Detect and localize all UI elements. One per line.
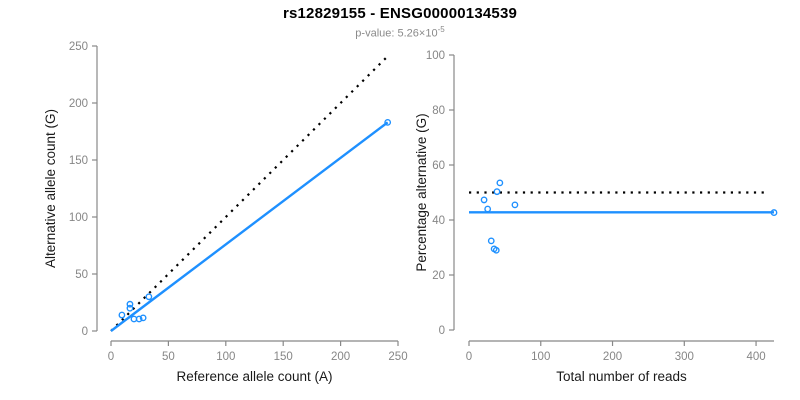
data-point — [480, 196, 488, 204]
x-tick-label: 100 — [216, 351, 235, 363]
chart-title: rs12829155 - ENSG00000134539 — [282, 5, 518, 22]
x-tick-label: 200 — [331, 351, 350, 363]
chart-subtitle: p-value: 5.26×10-5 — [0, 25, 800, 40]
x-tick-label: 0 — [108, 351, 114, 363]
data-point — [484, 205, 492, 213]
y-tick-label: 80 — [432, 105, 445, 117]
pvalue-text: p-value: 5.26×10 — [355, 27, 438, 40]
data-point — [126, 300, 134, 308]
data-point — [135, 315, 143, 323]
x-axis-title: Total number of reads — [556, 369, 687, 384]
y-tick-label: 200 — [69, 98, 88, 110]
x-tick-label: 250 — [388, 351, 407, 363]
data-point — [118, 311, 126, 319]
data-point — [126, 304, 134, 312]
y-tick-label: 150 — [69, 155, 88, 167]
y-tick-label: 0 — [439, 325, 445, 337]
data-point — [492, 246, 500, 254]
x-tick-label: 200 — [603, 351, 622, 363]
chart-header: rs12829155 - ENSG00000134539 p-value: 5.… — [0, 5, 800, 40]
identity-line — [110, 56, 388, 332]
y-tick-label: 50 — [75, 269, 88, 281]
y-tick-label: 100 — [426, 50, 445, 62]
data-point — [384, 118, 392, 126]
y-tick-label: 250 — [69, 41, 88, 53]
data-point — [496, 179, 504, 187]
x-tick-label: 150 — [274, 351, 293, 363]
data-point — [139, 314, 147, 322]
pvalue-exponent: -5 — [437, 25, 445, 34]
x-tick-label: 100 — [531, 351, 550, 363]
x-tick-label: 0 — [466, 351, 472, 363]
y-axis-title: Alternative allele count (G) — [43, 109, 58, 268]
y-tick-label: 20 — [432, 270, 445, 282]
y-tick-label: 40 — [432, 215, 445, 227]
y-axis-title: Percentage alternative (G) — [414, 113, 429, 271]
x-tick-label: 300 — [675, 351, 694, 363]
y-tick-label: 0 — [82, 326, 88, 338]
data-point — [493, 188, 501, 196]
x-axis-title: Reference allele count (A) — [176, 369, 332, 384]
data-point — [511, 201, 519, 209]
x-tick-label: 50 — [162, 351, 175, 363]
data-point — [487, 237, 495, 245]
data-point — [770, 209, 778, 216]
x-tick-label: 400 — [746, 351, 765, 363]
regression-line — [110, 121, 389, 332]
y-tick-label: 100 — [69, 212, 88, 224]
data-point — [145, 293, 153, 301]
y-tick-label: 60 — [432, 160, 445, 172]
